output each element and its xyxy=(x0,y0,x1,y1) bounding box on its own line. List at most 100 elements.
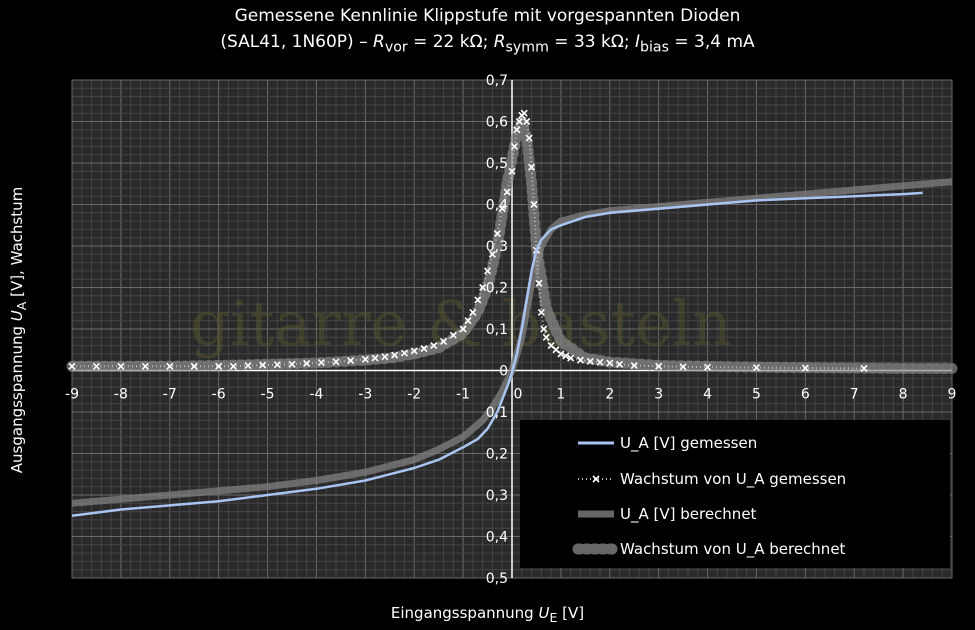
y-tick-label: 0,4 xyxy=(486,530,508,546)
y-tick-label: 0,3 xyxy=(486,239,508,255)
x-tick-label: 8 xyxy=(899,387,908,403)
x-tick-label: 3 xyxy=(654,387,663,403)
legend-box xyxy=(520,420,950,568)
x-tick-label: -5 xyxy=(261,387,275,403)
series-wachstum-gemessen-point xyxy=(410,347,418,355)
y-tick-label: 0,2 xyxy=(486,447,508,463)
legend: U_A [V] gemessen Wachstum von U_A gemesse… xyxy=(520,420,950,568)
x-tick-label: 1 xyxy=(556,387,565,403)
series-wachstum-gemessen-point xyxy=(586,357,594,365)
x-tick-label: -9 xyxy=(65,387,79,403)
series-wachstum-gemessen-point xyxy=(523,117,531,126)
x-axis-label-text: Eingangsspannung xyxy=(390,604,539,622)
x-tick-label: -4 xyxy=(309,387,323,403)
series-wachstum-gemessen-point xyxy=(439,337,448,346)
watermark: gitarre & basteln xyxy=(190,287,732,360)
tick-labels: -9 -8 -7 -6 -5 -4 -3 -2 -1 0 1 2 3 4 5 6 7 8 9 0,7 0,6 0,5 0,4… xyxy=(65,73,956,587)
series-wachstum-gemessen-point xyxy=(510,142,519,150)
series-layer xyxy=(66,104,958,518)
series-wachstum-gemessen-point xyxy=(542,333,550,341)
series-wachstum-gemessen-point xyxy=(630,361,638,370)
x-tick-label: -6 xyxy=(212,387,226,403)
series-wachstum-gemessen-point xyxy=(515,117,523,126)
x-axis-label-symbol: U xyxy=(538,604,550,622)
series-wachstum-gemessen-point xyxy=(317,359,325,367)
x-tick-label: 6 xyxy=(801,387,810,403)
chart-title: Gemessene Kennlinie Klippstufe mit vorge… xyxy=(234,6,741,26)
series-wachstum-gemessen-point xyxy=(68,362,76,370)
series-wachstum-gemessen-point xyxy=(361,355,369,363)
series-wachstum-gemessen-point xyxy=(530,200,538,209)
legend-entry-label: U_A [V] gemessen xyxy=(620,434,757,453)
series-wachstum-gemessen-point xyxy=(615,360,624,368)
y-tick-label: 0,4 xyxy=(486,198,508,214)
series-wachstum-gemessen-point xyxy=(190,362,198,370)
series-wachstum-gemessen-point xyxy=(703,363,712,371)
series-wachstum-gemessen-point xyxy=(215,362,223,370)
y-tick-label: 0 xyxy=(499,364,508,380)
x-tick-label: 5 xyxy=(752,387,761,403)
series-wachstum-gemessen-point xyxy=(332,358,340,366)
series-wachstum-gemessen-point xyxy=(117,362,125,370)
series-wachstum-gemessen-point xyxy=(520,109,528,117)
series-wachstum-gemessen-point xyxy=(508,167,516,175)
y-tick-label: 0,1 xyxy=(486,322,508,338)
series-wachstum-gemessen-point xyxy=(679,363,687,371)
series-wachstum-gemessen-point xyxy=(244,361,252,370)
series-wachstum-gemessen-point xyxy=(464,317,472,325)
x-axis-label: Eingangsspannung UE [V] xyxy=(0,604,975,625)
series-wachstum-gemessen-point xyxy=(92,362,101,370)
series-wachstum-gemessen-point xyxy=(576,356,585,364)
x-tick-label: -3 xyxy=(358,387,372,403)
legend-entry-label: Wachstum von U_A gemessen xyxy=(620,470,846,489)
subtitle-r-vor-value: = 22 kΩ; xyxy=(407,32,494,52)
series-wachstum-gemessen-point xyxy=(596,358,604,366)
legend-entry-label: U_A [V] berechnet xyxy=(620,505,757,524)
series-wachstum-gemessen-point xyxy=(503,188,511,196)
series-wachstum-gemessen-point xyxy=(498,205,506,213)
y-tick-label: 0,2 xyxy=(486,281,508,297)
x-tick-label: 0 xyxy=(514,387,523,403)
x-axis-label-sub: E xyxy=(549,610,558,625)
chart-subtitle: (SAL41, 1N60P) – Rvor = 22 kΩ; Rsymm = 3… xyxy=(0,32,975,55)
series-wachstum-gemessen-point xyxy=(347,356,355,365)
y-tick-label: 0,1 xyxy=(486,405,508,421)
x-tick-label: 7 xyxy=(850,387,859,403)
series-wachstum-gemessen-point xyxy=(752,364,761,372)
subtitle-i-bias-value: = 3,4 mA xyxy=(668,32,755,52)
y-tick-label: 0,7 xyxy=(486,73,508,89)
series-ua-gemessen-line xyxy=(71,191,923,518)
x-tick-label: -1 xyxy=(456,387,470,403)
subtitle-r-symm-sub: symm xyxy=(505,39,549,56)
series-wachstum-gemessen-point xyxy=(474,296,482,304)
series-wachstum-gemessen-point xyxy=(801,364,809,372)
series-wachstum-gemessen-point xyxy=(567,354,575,362)
series-wachstum-gemessen-point xyxy=(493,229,501,238)
series-wachstum-gemessen-point xyxy=(459,325,467,333)
y-tick-label: 0,5 xyxy=(486,156,508,172)
series-wachstum-gemessen-point xyxy=(430,342,438,350)
y-tick-label: 0,3 xyxy=(486,488,508,504)
x-tick-label: 9 xyxy=(948,387,957,403)
series-wachstum-gemessen-point xyxy=(527,163,536,171)
series-wachstum-gemessen-point xyxy=(288,360,296,368)
y-tick-label: 0,6 xyxy=(486,115,508,131)
series-wachstum-gemessen-point xyxy=(655,362,663,370)
series-wachstum-gemessen-point xyxy=(860,364,868,372)
series-wachstum-gemessen-point xyxy=(479,283,487,292)
subtitle-prefix: (SAL41, 1N60P) – xyxy=(220,32,373,52)
x-tick-label: 4 xyxy=(703,387,712,403)
subtitle-r-symm-symbol: R xyxy=(493,32,506,52)
x-axis-label-unit: [V] xyxy=(557,604,585,622)
x-tick-label: 2 xyxy=(605,387,614,403)
legend-entry-label: Wachstum von U_A berechnet xyxy=(620,540,846,559)
series-wachstum-gemessen-point xyxy=(141,362,149,370)
series-wachstum-gemessen-point xyxy=(483,267,492,275)
subtitle-r-vor-sub: vor xyxy=(384,39,408,56)
series-wachstum-gemessen-point xyxy=(400,349,409,357)
series-wachstum-gemessen-point xyxy=(303,359,311,368)
series-wachstum-gemessen-point xyxy=(449,331,457,339)
legend-swatch-wachstum-gemessen-marker xyxy=(592,475,600,483)
series-wachstum-gemessen-point xyxy=(229,362,237,370)
